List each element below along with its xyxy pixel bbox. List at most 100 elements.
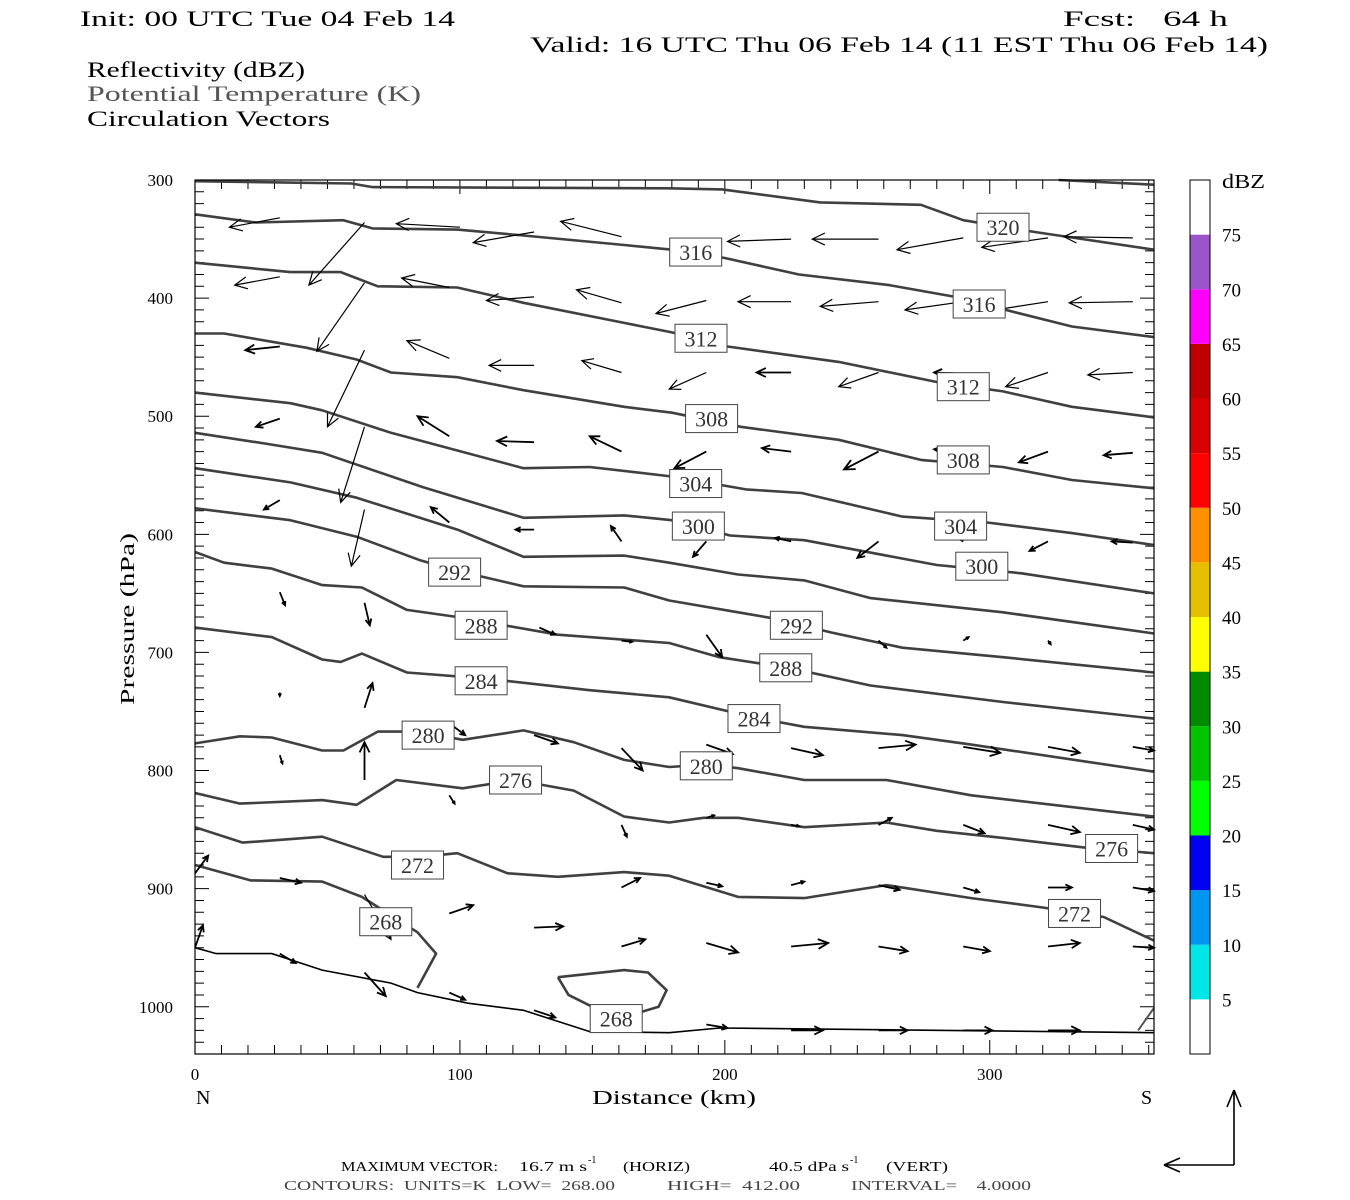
colorbar-segment [1190,343,1210,399]
plot-frame [194,179,1155,1055]
circulation-vector [1132,943,1157,951]
theta-contour-296 [194,466,1155,635]
contour-label: 268 [359,907,413,937]
max-horiz-value: 16.7 m s [519,1160,587,1175]
circulation-vector [429,505,450,524]
circulation-vector [1047,824,1082,836]
colorbar-segment [1190,999,1210,1054]
contour-label-box [671,511,725,541]
contour-label: 288 [454,610,508,640]
circulation-vector [575,286,622,304]
circulation-vector [1048,883,1074,892]
colorbar-label: 15 [1222,881,1241,902]
y-tick-label: 900 [148,880,174,899]
circulation-vector [262,499,281,511]
circulation-vector [194,853,210,874]
circulation-vector [620,824,628,839]
contour-label-box [674,323,728,353]
contour-label-box [936,372,990,402]
circulation-vector [980,237,1049,253]
contour-label-box [401,720,455,750]
colorbar-label: 60 [1222,390,1241,411]
theta-contour-300 [194,431,1155,595]
circulation-vector [1004,371,1049,389]
contour-label-box [955,551,1009,581]
contour-label-box [934,511,988,541]
circulation-vector [539,626,558,636]
contour-label: 292 [769,610,823,640]
theta-contour-268 [556,968,668,1016]
max-vector-label: MAXIMUM VECTOR: [341,1160,498,1175]
circulation-vector [963,745,1003,757]
circulation-vector [363,602,373,628]
circulation-vector [228,217,280,232]
colorbar-segment [1190,562,1210,617]
contour-label: 272 [1048,898,1102,928]
max-vert-exponent: -1 [850,1155,858,1166]
contour-label-box [669,469,723,499]
contour-label-box [454,610,508,640]
contour-label-text: 284 [465,669,498,694]
field-reflectivity: Reflectivity (dBZ) [87,57,305,82]
reference-vector-icon [1163,1089,1242,1173]
circulation-vector [1067,295,1133,310]
init-time: Init: 00 UTC Tue 04 Feb 14 [80,6,455,31]
theta-contour-284 [194,626,1155,773]
colorbar-label: 45 [1222,553,1241,574]
contour-label-box [679,751,733,781]
circulation-vector [963,886,982,894]
north-label: N [196,1087,210,1109]
contour-label: 320 [976,212,1030,242]
theta-contour-308 [195,332,1155,490]
circulation-vector [895,237,964,255]
theta-contour-268 [194,863,438,989]
contour-label: 292 [428,557,482,587]
contour-label-text: 308 [695,407,728,432]
circulation-vector [1062,230,1133,244]
theta-contour-280 [194,729,1155,818]
circulation-vector [487,359,535,372]
x-tick-label: 0 [191,1065,200,1084]
contour-label-box [669,237,723,267]
circulation-vector [620,747,645,773]
contour-label: 276 [1085,833,1139,863]
theta-contour-276 [194,778,1155,855]
contour-label: 312 [936,372,990,402]
contour-label-text: 316 [679,240,712,265]
contour-label-text: 304 [944,514,977,539]
contour-label-text: 272 [401,853,434,878]
circulation-vector [358,740,371,780]
plot-area: 320 316 316 312 312 308 308 304 304 300 300 292 292 2… [194,178,1157,1055]
contour-label: 288 [759,653,813,683]
colorbar-segment [1190,507,1210,563]
colorbar-segment [1190,617,1210,672]
colorbar-label: 55 [1222,444,1241,465]
circulation-vector [277,692,282,699]
circulation-vector [534,922,566,932]
circulation-vector [837,371,879,389]
circulation-vector [1132,886,1157,894]
circulation-vector [791,938,831,950]
circulation-vector [1048,1025,1082,1036]
max-horiz-exponent: -1 [588,1155,596,1166]
circulation-vector [415,415,450,438]
contour-label: 300 [671,511,725,541]
circulation-vector [963,1025,995,1036]
contour-label: 316 [669,237,723,267]
circulation-vector [363,681,375,709]
contour-label-text: 284 [737,707,770,732]
contour-label-text: 276 [1095,836,1128,861]
contour-label-box [976,212,1030,242]
circulation-vector [405,339,450,359]
circulation-vector [253,417,281,429]
circulation-vector [326,349,366,429]
circulation-vector [316,282,365,353]
circulation-vector [691,540,707,559]
circulation-vector [278,591,287,608]
y-tick-label: 300 [148,171,174,190]
circulation-vector [1047,938,1082,949]
contour-label: 268 [589,1004,643,1034]
circulation-vector [705,634,724,659]
x-axis-label: Distance (km) [592,1087,756,1109]
